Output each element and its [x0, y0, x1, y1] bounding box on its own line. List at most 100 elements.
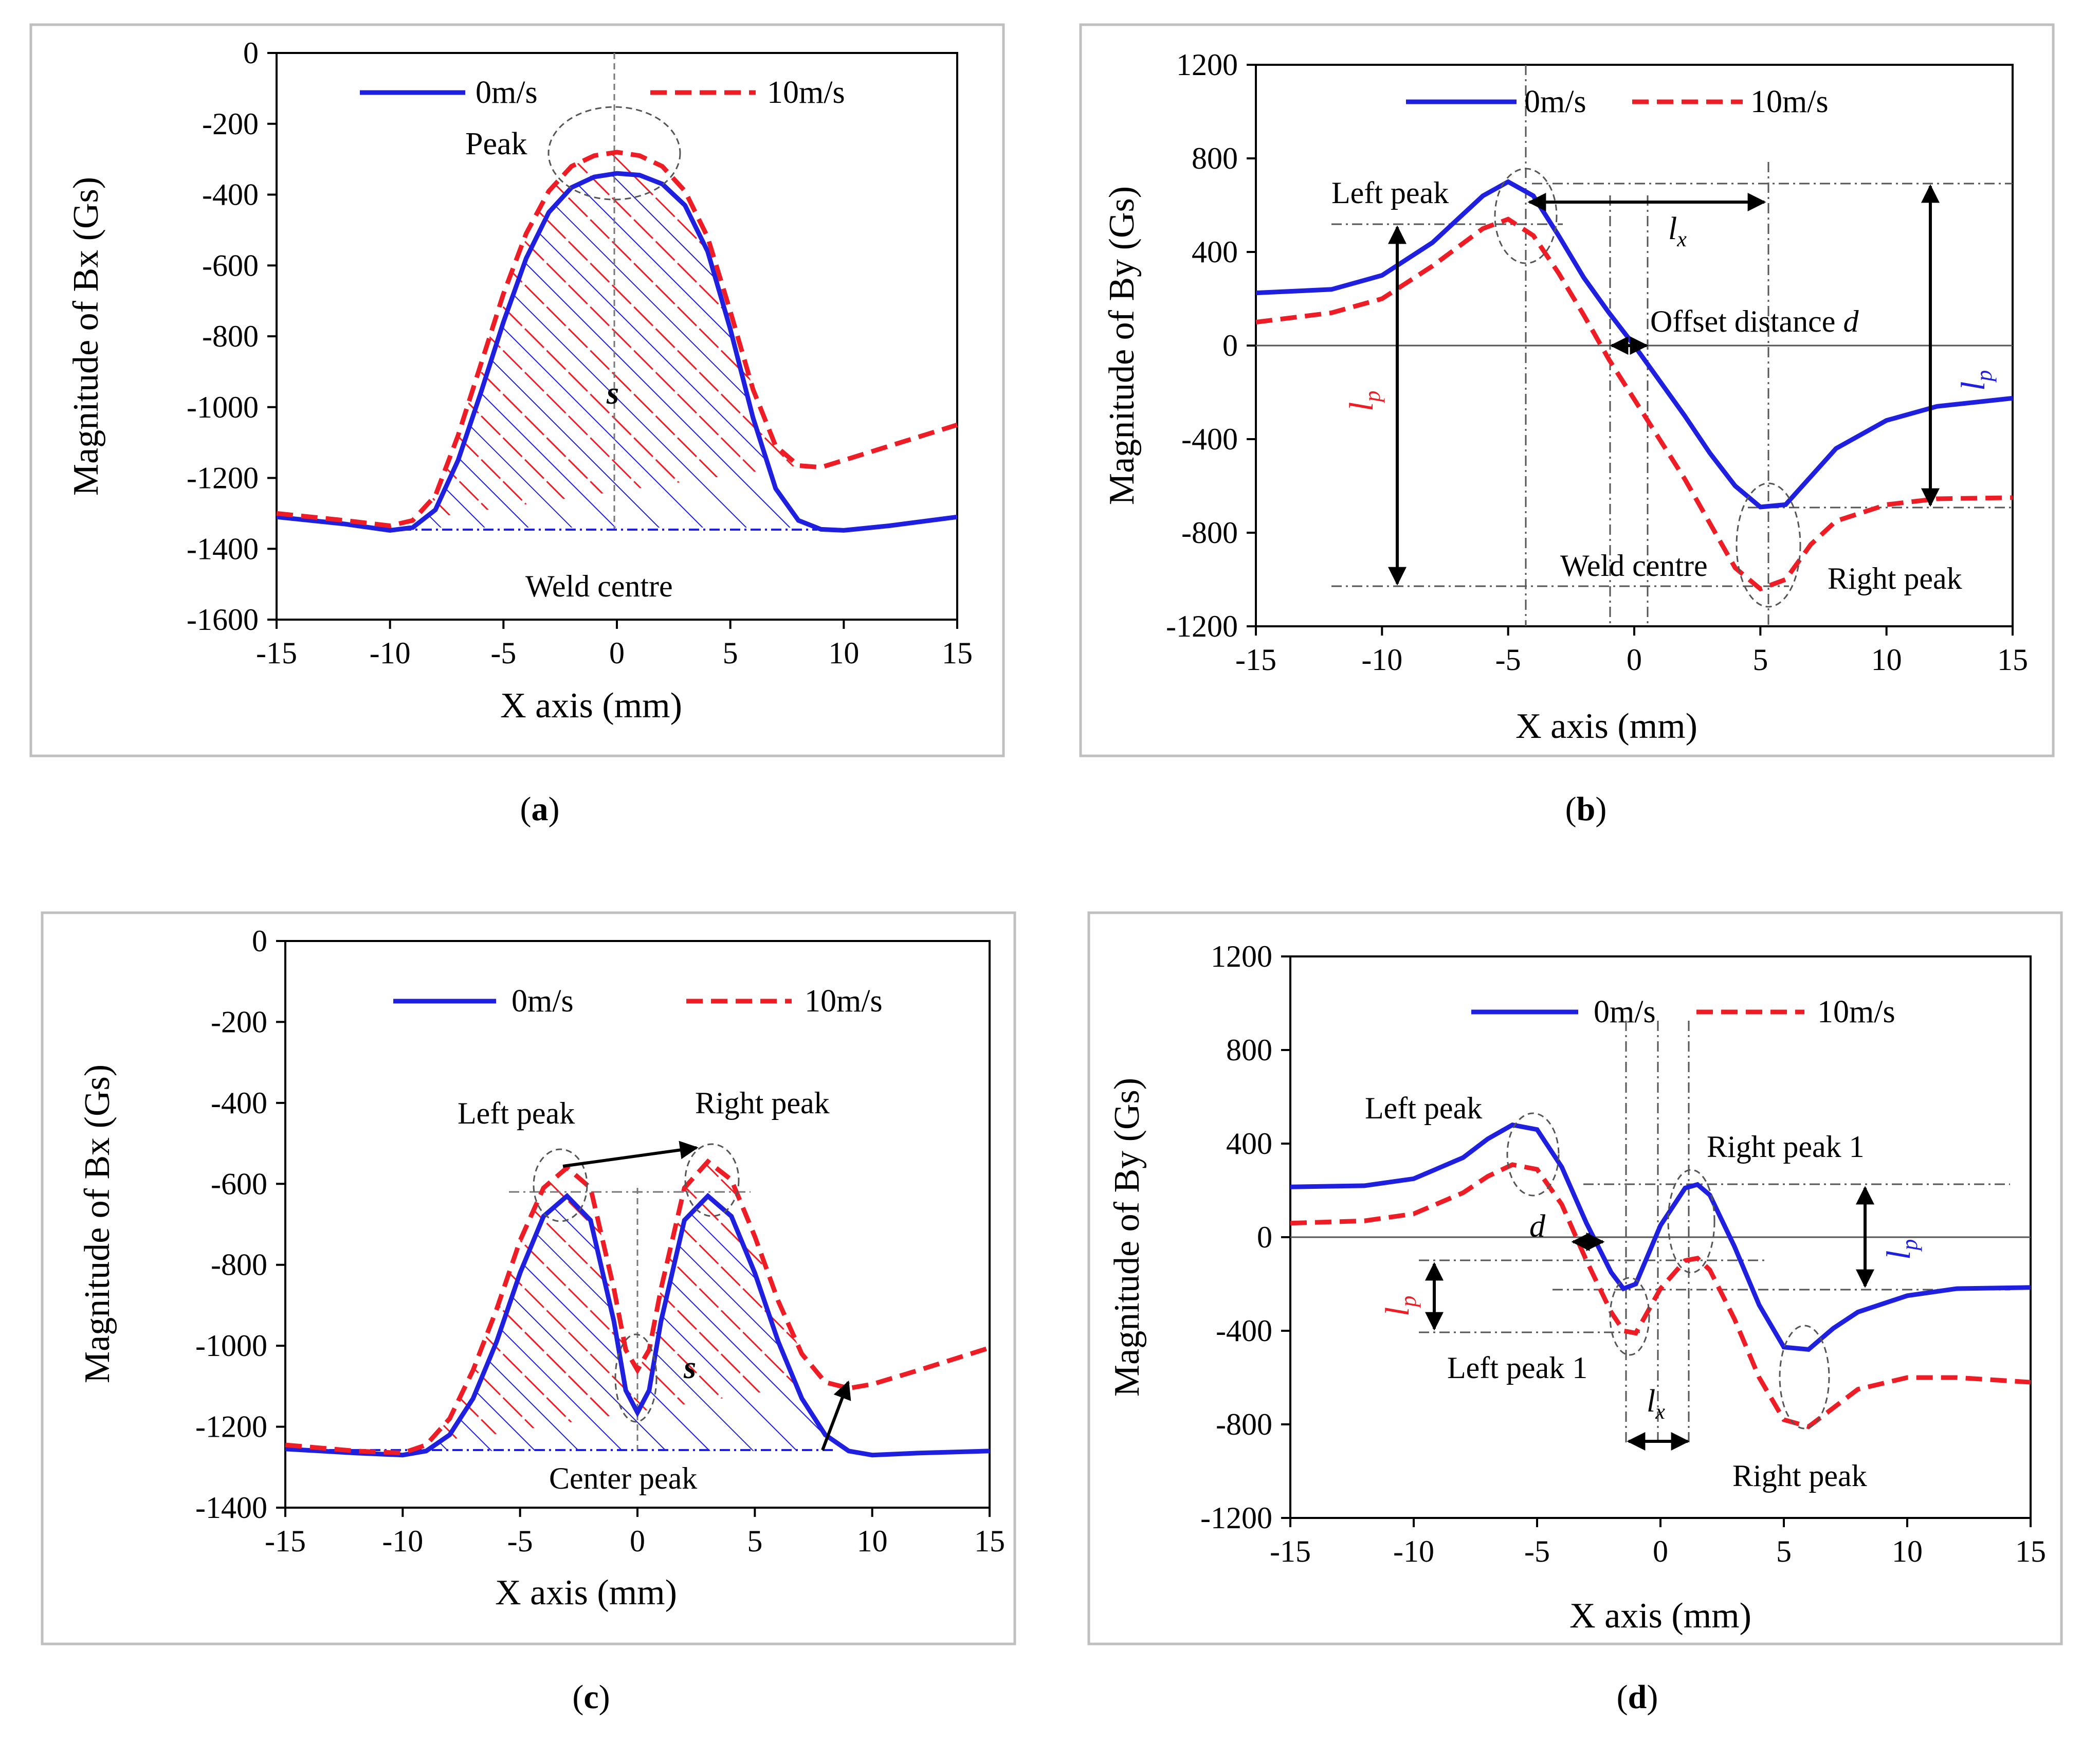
weld-label-b: Weld centre — [1560, 549, 1708, 583]
peak-marker-a — [547, 106, 681, 201]
series-line-10ms-d — [1290, 1162, 2031, 1430]
y-ticks-c: 0 -200 -400 -600 -800 -1000 -1200 -1400 — [195, 924, 285, 1525]
right-peak-label-d: Right peak — [1732, 1459, 1867, 1493]
right-peak-1-label-d: Right peak 1 — [1707, 1130, 1865, 1164]
legend-a: 0m/s 10m/s — [360, 75, 845, 110]
left-peak-label-b: Left peak — [1331, 176, 1449, 210]
y-axis-title-c: Magnitude of Bx (Gs) — [78, 1064, 117, 1383]
panel-label-b: (b) — [1565, 790, 1607, 828]
left-peak-1-marker-d — [1609, 1277, 1650, 1356]
y-tick-label: 0 — [1257, 1220, 1272, 1254]
series-line-0ms-a — [276, 171, 958, 533]
left-peak-marker-c — [533, 1148, 588, 1222]
x-tick-label: -5 — [1524, 1534, 1550, 1568]
x-tick-label: 10 — [1892, 1534, 1923, 1568]
offset-label-b: Offset distance d — [1650, 304, 1859, 338]
x-tick-label: 15 — [2015, 1534, 2046, 1568]
legend-label-0ms-c: 0m/s — [512, 984, 574, 1019]
legend-label-0ms-b: 0m/s — [1524, 84, 1586, 119]
legend-label-0ms-d: 0m/s — [1594, 994, 1656, 1029]
y-tick-label: -400 — [202, 178, 259, 212]
y-tick-label: -800 — [1216, 1407, 1272, 1441]
y-axis-title-a: Magnitude of Bx (Gs) — [66, 177, 106, 496]
panel-d: Left peak Right peak 1 Left peak 1 Right… — [1107, 939, 2046, 1716]
dimension-arrows-b — [1388, 184, 1940, 586]
right-peak-marker-d — [1779, 1325, 1830, 1430]
left-peak-1-label-d: Left peak 1 — [1447, 1351, 1587, 1385]
y-tick-label: -1200 — [1166, 609, 1238, 643]
arrows-c — [562, 1141, 851, 1451]
x-axis-title-b: X axis (mm) — [1515, 707, 1697, 746]
x-tick-label: -5 — [1495, 643, 1521, 677]
y-tick-label: -800 — [1181, 516, 1238, 550]
y-tick-label: 400 — [1226, 1127, 1272, 1161]
x-tick-label: 5 — [1752, 643, 1768, 677]
y-ticks-b: 1200 800 400 0 -400 -800 -1200 — [1166, 48, 1256, 643]
x-tick-label: 15 — [974, 1524, 1005, 1558]
series-line-10ms-a — [276, 150, 958, 529]
y-tick-label: -1600 — [187, 603, 259, 637]
x-tick-label: -15 — [265, 1524, 306, 1558]
y-tick-label: -1000 — [195, 1329, 267, 1363]
legend-label-10ms-a: 10m/s — [767, 75, 845, 110]
legend-c: 0m/s 10m/s — [393, 984, 883, 1019]
y-tick-label: -800 — [211, 1248, 267, 1282]
x-axis-title-a: X axis (mm) — [500, 686, 682, 726]
y-tick-label: 400 — [1192, 235, 1238, 269]
y-tick-label: 0 — [252, 924, 267, 958]
panel-a-frame — [29, 23, 1005, 757]
panel-c: Left peak Right peak Center peak s 0m/s … — [78, 924, 1005, 1716]
y-tick-label: 1200 — [1211, 939, 1272, 973]
y-tick-label: -600 — [202, 248, 259, 282]
series-line-0ms-c — [285, 1192, 990, 1458]
y-tick-label: -1200 — [195, 1410, 267, 1444]
y-axis-title-b: Magnitude of By (Gs) — [1102, 186, 1142, 505]
y-tick-label: -600 — [211, 1167, 267, 1201]
x-ticks-c: -15 -10 -5 0 5 10 15 — [265, 1508, 1005, 1558]
x-tick-label: 0 — [609, 636, 625, 670]
peak-label-a: Peak — [465, 126, 527, 161]
y-ticks-d: 1200 800 400 0 -400 -800 -1200 — [1200, 939, 1290, 1535]
y-ticks-a: 0 -200 -400 -600 -800 -1000 -1200 -1400 -1600 — [187, 36, 277, 637]
legend-b: 0m/s 10m/s — [1406, 84, 1829, 119]
panel-b-frame — [1079, 23, 2055, 757]
dimension-arrows-d — [1425, 1186, 1874, 1451]
panel-label-d: (d) — [1617, 1678, 1658, 1716]
series-line-10ms-b — [1255, 216, 2013, 592]
y-tick-label: 0 — [243, 36, 259, 70]
x-tick-label: -10 — [370, 636, 411, 670]
area-label-a: s — [606, 376, 619, 411]
center-peak-label-c: Center peak — [549, 1461, 697, 1495]
y-axis-title-d: Magnitude of By (Gs) — [1107, 1078, 1147, 1397]
panel-label-c: (c) — [572, 1678, 610, 1716]
panel-c-frame — [41, 911, 1016, 1645]
x-tick-label: 5 — [723, 636, 738, 670]
area-label-c: s — [683, 1350, 696, 1385]
lx-label-d: lx — [1647, 1384, 1665, 1424]
x-tick-label: -15 — [1270, 1534, 1311, 1568]
x-ticks-a: -15 -10 -5 0 5 10 15 — [256, 620, 973, 670]
d-label-d: d — [1529, 1209, 1546, 1244]
x-tick-label: 5 — [747, 1524, 762, 1558]
lp-blue-label-b: lp — [1955, 370, 1997, 391]
legend-label-10ms-b: 10m/s — [1750, 84, 1829, 119]
x-tick-label: -10 — [1361, 643, 1402, 677]
x-ticks-d: -15 -10 -5 0 5 10 15 — [1270, 1518, 2046, 1568]
panel-b: Left peak Right peak Weld centre Offset … — [1102, 48, 2028, 828]
legend-label-0ms-a: 0m/s — [476, 75, 538, 110]
lp-red-label-d: lp — [1379, 1296, 1421, 1316]
panel-d-frame — [1087, 911, 2063, 1645]
x-tick-label: -15 — [1235, 643, 1276, 677]
left-peak-label-d: Left peak — [1365, 1091, 1482, 1125]
hatch-area-c-blue — [426, 1196, 826, 1451]
x-tick-label: -5 — [507, 1524, 533, 1558]
series-line-10ms-c — [285, 1158, 991, 1456]
y-tick-label: 0 — [1222, 329, 1238, 363]
x-tick-label: 10 — [1871, 643, 1902, 677]
series-line-0ms-d — [1290, 1122, 2031, 1352]
panel-a: Peak s Weld centre 0m/s 10m/s 0 -200 -400 -… — [66, 36, 973, 828]
y-tick-label: -400 — [1216, 1314, 1272, 1348]
legend-label-10ms-c: 10m/s — [805, 984, 883, 1019]
y-tick-label: -1000 — [187, 390, 259, 424]
reference-lines-b — [1331, 65, 2013, 626]
